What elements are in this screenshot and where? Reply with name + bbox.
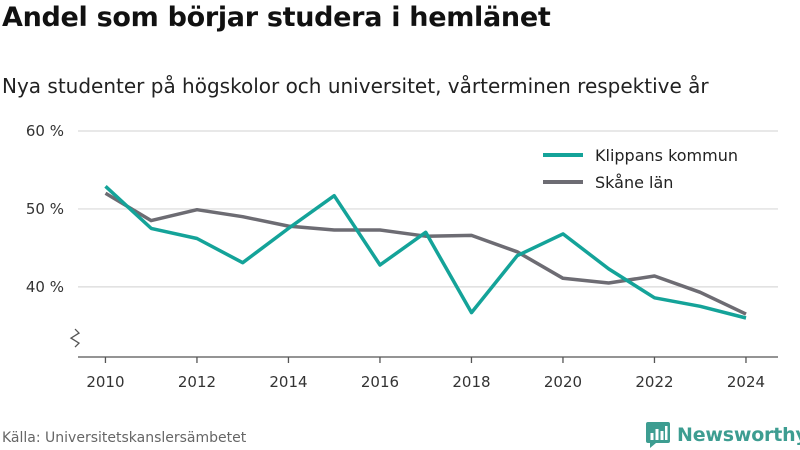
bar-chart-speech-bubble-icon <box>646 422 670 448</box>
x-axis: 2010 2012 2014 2016 2018 2020 2022 2024 <box>78 356 778 391</box>
y-axis: 40 % 50 % 60 % <box>26 122 81 348</box>
x-tick-label: 2024 <box>727 373 765 391</box>
x-tick-label: 2010 <box>86 373 124 391</box>
legend: Klippans kommun Skåne län <box>543 146 738 192</box>
series-line-1 <box>104 185 747 320</box>
y-axis-break <box>69 328 81 348</box>
brand-logo: Newsworthy <box>645 421 800 449</box>
x-tick-label: 2022 <box>635 373 673 391</box>
legend-label: Klippans kommun <box>595 146 738 165</box>
y-tick-label: 50 % <box>26 200 64 218</box>
brand-name: Newsworthy <box>677 424 800 446</box>
x-tick-label: 2012 <box>178 373 216 391</box>
series-lines <box>104 185 747 320</box>
chart-subtitle: Nya studenter på högskolor och universit… <box>2 74 709 98</box>
source-note: Källa: Universitetskanslersämbetet <box>2 430 247 446</box>
x-tick-label: 2016 <box>361 373 399 391</box>
x-tick-label: 2020 <box>544 373 582 391</box>
y-tick-label: 40 % <box>26 278 64 296</box>
legend-label: Skåne län <box>595 173 673 192</box>
y-tick-label: 60 % <box>26 122 64 140</box>
chart-title: Andel som börjar studera i hemlänet <box>2 2 551 33</box>
line-chart: 40 % 50 % 60 % 2010 2012 2014 2016 2018 2020 202… <box>26 122 778 391</box>
x-tick-label: 2018 <box>452 373 490 391</box>
series-line-2 <box>104 191 747 316</box>
x-tick-label: 2014 <box>269 373 307 391</box>
